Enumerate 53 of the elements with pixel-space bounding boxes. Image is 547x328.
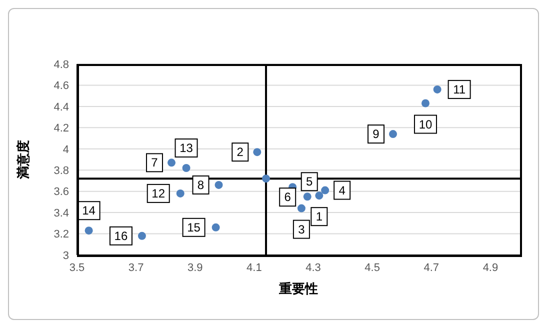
point — [421, 99, 430, 108]
y-tick-label: 4.2 — [54, 122, 69, 135]
point — [253, 148, 262, 156]
y-tick-label: 4.6 — [54, 80, 69, 92]
y-tick-label: 4 — [62, 144, 69, 156]
x-tick-label: 3.7 — [128, 262, 144, 274]
point — [176, 189, 184, 198]
point — [84, 226, 93, 235]
x-tick-label: 3.5 — [69, 262, 85, 274]
annotation: 8 — [197, 178, 204, 192]
annotation: 5 — [306, 174, 314, 189]
y-axis-title: 満意度 — [16, 140, 31, 180]
y-tick-label: 3.6 — [54, 186, 69, 198]
x-tick-label: 4.1 — [246, 262, 262, 274]
annotation: 2 — [236, 145, 244, 160]
x-tick-label: 4.9 — [482, 262, 498, 274]
y-tick-label: 4.4 — [54, 101, 69, 114]
annotation: 12 — [152, 186, 166, 200]
x-axis-title: 重要性 — [278, 281, 318, 296]
point — [321, 186, 330, 194]
annotation: 14 — [82, 204, 96, 218]
annotation: 6 — [284, 190, 292, 204]
annotation: 7 — [151, 156, 158, 170]
point — [214, 180, 223, 189]
x-tick-label: 4.7 — [424, 262, 440, 274]
annotation: 13 — [180, 140, 194, 155]
y-tick-label: 3.4 — [54, 207, 69, 220]
y-tick-label: 3.8 — [54, 165, 69, 178]
x-tick-label: 4.3 — [306, 262, 321, 274]
y-tick-label: 3 — [62, 250, 69, 262]
point — [138, 232, 146, 240]
y-tick-label: 3.2 — [54, 228, 69, 241]
y-tick-label: 4.8 — [54, 58, 69, 71]
annotation: 10 — [418, 117, 432, 132]
point — [303, 192, 312, 201]
annotation: 15 — [187, 220, 201, 234]
point — [182, 164, 190, 172]
point — [433, 85, 442, 94]
annotation: 9 — [372, 127, 380, 142]
x-tick-label: 3.9 — [187, 262, 203, 274]
point — [315, 192, 324, 200]
annotation: 1 — [316, 210, 323, 224]
annotation: 4 — [338, 183, 346, 198]
point — [389, 130, 398, 138]
point — [297, 204, 306, 212]
x-tick-label: 4.5 — [364, 262, 380, 274]
chart-frame: 11 10 9 13 2 7 8 5 12 6 4 14 1 16 15 3 3.5 3.7 3.9 4.1 4.3 4.5 4.7 4.9 重要性 3 3.2 3.4 3.6 3.8 4 4.2 4.4 4.6 4.8 満意度 — [8, 8, 539, 320]
annotation: 16 — [114, 228, 128, 243]
point — [212, 223, 220, 232]
point — [262, 174, 270, 183]
annotation: 11 — [453, 82, 466, 96]
point — [168, 158, 176, 167]
annotation: 3 — [298, 222, 306, 236]
